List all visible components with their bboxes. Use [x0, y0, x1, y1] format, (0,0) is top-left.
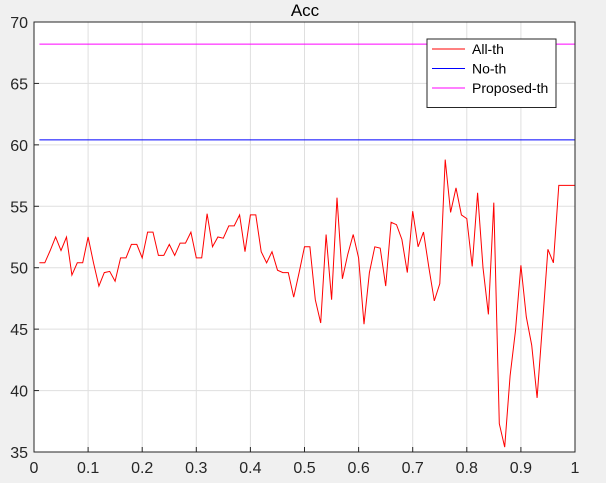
- legend-label-all-th: All-th: [472, 41, 504, 57]
- x-tick-label: 0.7: [402, 460, 424, 477]
- axis-ticks: 0 0.1 0.2 0.3 0.4 0.5 0.6 0.7 0.8 0.9 1 35 40 45 50 55 6…: [10, 15, 579, 477]
- y-tick-label: 65: [10, 76, 28, 93]
- legend-label-proposed-th: Proposed-th: [472, 80, 548, 96]
- x-tick-label: 0.1: [77, 460, 99, 477]
- x-tick-label: 0.6: [347, 460, 369, 477]
- y-tick-label: 60: [10, 138, 28, 155]
- x-tick-label: 1: [571, 460, 580, 477]
- legend-label-no-th: No-th: [472, 61, 506, 77]
- x-tick-label: 0.2: [131, 460, 153, 477]
- series-line-all-th: [39, 159, 575, 448]
- y-tick-label: 40: [10, 384, 28, 401]
- chart-title: Acc: [291, 1, 320, 20]
- legend: All-th No-th Proposed-th: [426, 38, 557, 108]
- legend-box: [426, 38, 557, 108]
- y-tick-label: 45: [10, 322, 28, 339]
- y-tick-label: 35: [10, 445, 28, 462]
- y-tick-label: 50: [10, 261, 28, 278]
- y-tick-label: 70: [10, 15, 28, 32]
- x-tick-label: 0.4: [239, 460, 261, 477]
- y-tick-label: 55: [10, 199, 28, 216]
- x-tick-label: 0.3: [185, 460, 207, 477]
- x-tick-label: 0.9: [510, 460, 532, 477]
- x-tick-label: 0: [30, 460, 39, 477]
- x-tick-label: 0.8: [456, 460, 478, 477]
- x-tick-label: 0.5: [293, 460, 315, 477]
